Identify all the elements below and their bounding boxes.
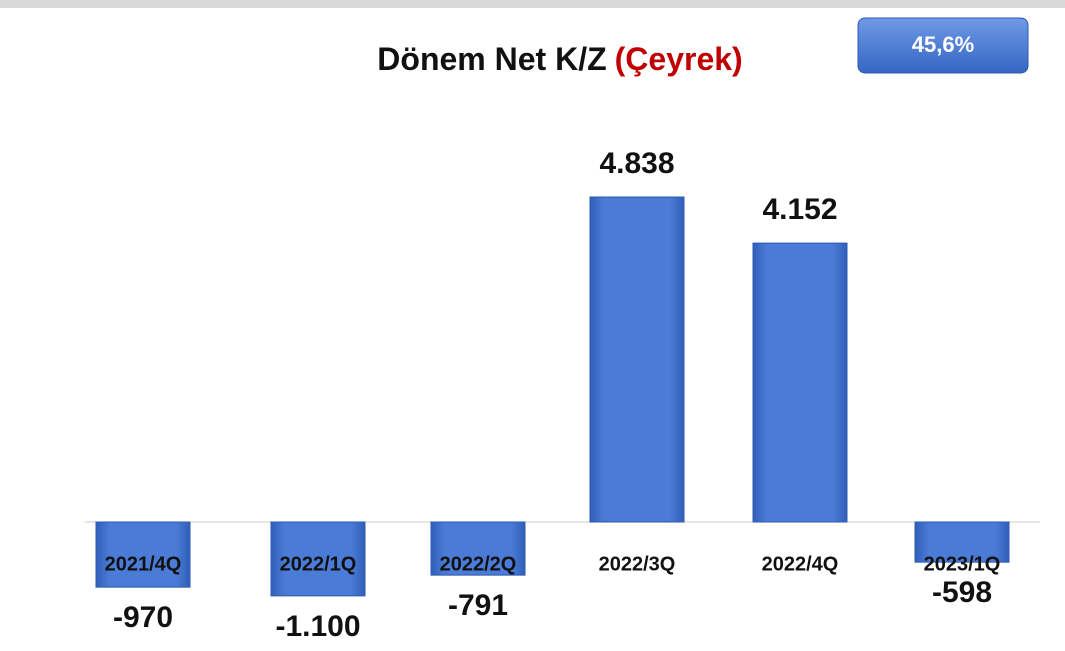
bar (270, 521, 366, 597)
x-tick-label: 2022/2Q (440, 553, 517, 575)
title-main: Dönem Net K/Z (377, 41, 606, 77)
top-rule (0, 0, 1065, 8)
badge (857, 17, 1029, 74)
x-tick-label: 2022/3Q (599, 553, 676, 575)
bar (430, 521, 526, 576)
value-label: -1.100 (275, 610, 360, 643)
x-tick-label: 2023/1Q (924, 553, 1001, 575)
x-tick-label: 2022/4Q (762, 553, 839, 575)
x-tick-label: 2021/4Q (105, 553, 182, 575)
chart-title: Dönem Net K/Z (Çeyrek) (377, 41, 742, 77)
title-note: (Çeyrek) (615, 41, 743, 77)
value-label: -791 (448, 589, 508, 622)
x-tick-label: 2022/1Q (280, 553, 357, 575)
bar (914, 521, 1010, 563)
value-label: 4.152 (762, 193, 837, 226)
value-label: -970 (113, 601, 173, 634)
badge-text: 45,6% (912, 32, 974, 57)
value-label: -598 (932, 576, 992, 609)
value-label: 4.838 (599, 147, 674, 180)
bar (752, 242, 848, 523)
bar (589, 196, 685, 523)
bar (95, 521, 191, 588)
